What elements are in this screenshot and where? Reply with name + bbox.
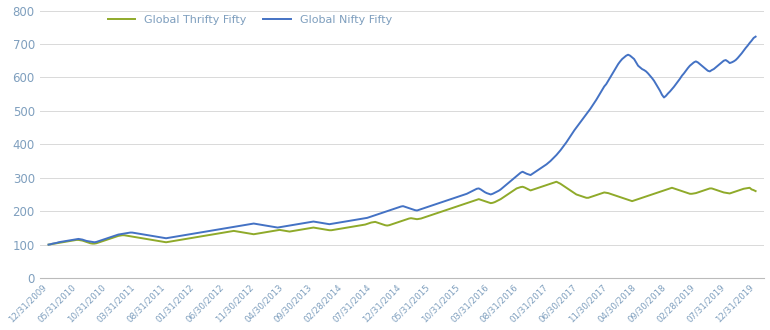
Legend: Global Thrifty Fifty, Global Nifty Fifty: Global Thrifty Fifty, Global Nifty Fifty	[103, 11, 397, 30]
Global Nifty Fifty	[462, 192, 471, 196]
Global Nifty Fifty	[751, 35, 760, 39]
Global Nifty Fifty	[526, 173, 535, 177]
Line: Global Thrifty Fifty: Global Thrifty Fifty	[49, 182, 755, 245]
Global Nifty Fifty	[490, 191, 499, 195]
Global Thrifty Fifty	[526, 188, 535, 192]
Global Thrifty Fifty	[44, 243, 53, 247]
Global Thrifty Fifty	[88, 242, 97, 246]
Global Nifty Fifty	[88, 240, 97, 244]
Global Nifty Fifty	[44, 243, 53, 247]
Global Thrifty Fifty	[751, 189, 760, 193]
Global Thrifty Fifty	[462, 201, 471, 205]
Global Thrifty Fifty	[490, 200, 499, 204]
Global Nifty Fifty	[707, 68, 716, 72]
Global Nifty Fifty	[305, 220, 314, 224]
Global Thrifty Fifty	[305, 226, 314, 230]
Line: Global Nifty Fifty: Global Nifty Fifty	[49, 37, 755, 245]
Global Thrifty Fifty	[709, 187, 718, 191]
Global Thrifty Fifty	[552, 180, 561, 184]
